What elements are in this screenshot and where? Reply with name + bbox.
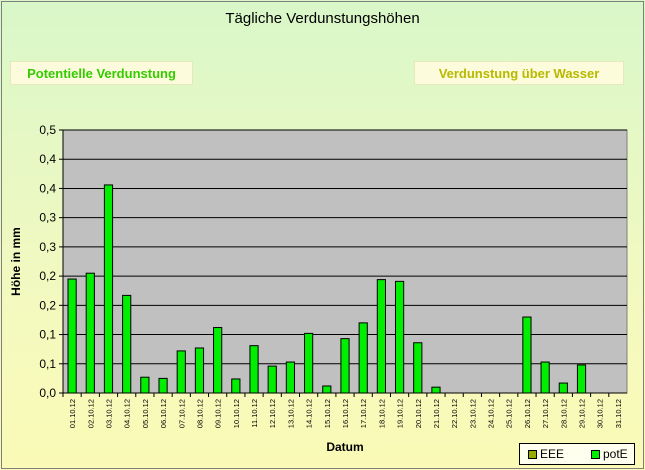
bar-pote <box>249 345 259 394</box>
x-tick-label: 24.10.12 <box>487 399 496 428</box>
y-tick-label: 0,1 <box>39 357 56 371</box>
x-tick-label: 14.10.12 <box>305 399 314 428</box>
bar-pote <box>376 279 386 394</box>
x-tick-label: 17.10.12 <box>359 399 368 428</box>
x-tick-label: 20.10.12 <box>414 399 423 428</box>
bar-pote <box>122 294 132 394</box>
legend-label-eee: EEE <box>540 447 565 461</box>
legend-swatch-pote <box>591 449 600 459</box>
bar-pote <box>394 280 405 394</box>
x-tick-label: 04.10.12 <box>123 399 132 428</box>
y-tick-label: 0,3 <box>39 240 56 254</box>
x-tick-label: 05.10.12 <box>141 399 150 428</box>
x-tick-label: 09.10.12 <box>214 399 223 428</box>
potential-evaporation-button[interactable]: Potentielle Verdunstung <box>10 61 193 85</box>
water-evaporation-button[interactable]: Verdunstung über Wasser <box>414 61 624 85</box>
bar-pote <box>85 272 95 394</box>
legend-item-pote: potE <box>591 447 628 461</box>
x-tick-label: 01.10.12 <box>68 399 77 428</box>
x-tick-label: 19.10.12 <box>396 399 405 428</box>
bar-pote <box>194 347 205 394</box>
y-tick-label: 0,3 <box>39 211 56 225</box>
bar-pote <box>522 316 532 394</box>
bar-pote <box>540 361 550 394</box>
x-tick-label: 21.10.12 <box>432 399 441 428</box>
bar-pote <box>304 332 314 394</box>
bar-pote <box>213 327 223 394</box>
x-tick-label: 11.10.12 <box>250 399 259 428</box>
y-tick-label: 0,2 <box>39 269 56 283</box>
bar-pote <box>431 386 441 394</box>
x-tick-label: 07.10.12 <box>177 399 186 428</box>
x-tick-label: 10.10.12 <box>232 399 241 428</box>
y-axis-label: Höhe in mm <box>9 227 23 296</box>
x-tick-label: 30.10.12 <box>596 399 605 428</box>
bar-pote <box>558 382 568 394</box>
y-tick-label: 0,2 <box>39 298 56 312</box>
bar-pote <box>158 377 168 394</box>
x-tick-label: 29.10.12 <box>578 399 587 428</box>
bar-pote <box>67 278 77 394</box>
bar-pote <box>103 184 114 394</box>
x-tick-label: 03.10.12 <box>104 399 113 428</box>
x-tick-label: 15.10.12 <box>323 399 332 428</box>
bar-pote <box>358 322 368 394</box>
x-tick-label: 02.10.12 <box>86 399 95 428</box>
x-tick-label: 27.10.12 <box>541 399 550 428</box>
chart-title: Tägliche Verdunstungshöhen <box>225 10 420 27</box>
x-tick-label: 25.10.12 <box>505 399 514 428</box>
x-tick-label: 23.10.12 <box>468 399 477 428</box>
x-tick-label: 13.10.12 <box>286 399 295 428</box>
y-tick-label: 0,4 <box>39 152 56 166</box>
y-tick-label: 0,4 <box>39 181 56 195</box>
x-tick-label: 22.10.12 <box>450 399 459 428</box>
legend: EEE potE <box>519 443 635 465</box>
x-tick-label: 28.10.12 <box>559 399 568 428</box>
legend-item-eee: EEE <box>528 447 564 461</box>
legend-label-pote: potE <box>603 447 628 461</box>
x-tick-label: 26.10.12 <box>523 399 532 428</box>
x-tick-label: 16.10.12 <box>341 399 350 428</box>
y-tick-label: 0,5 <box>39 123 56 137</box>
y-tick-label: 0,1 <box>39 328 56 342</box>
x-tick-label: 18.10.12 <box>377 399 386 428</box>
bar-pote <box>285 361 296 394</box>
x-axis-label: Datum <box>326 440 363 454</box>
x-tick-label: 06.10.12 <box>159 399 168 428</box>
y-tick-label: 0,0 <box>39 386 56 400</box>
x-tick-label: 12.10.12 <box>268 399 277 428</box>
x-tick-label: 08.10.12 <box>195 399 204 428</box>
bar-pote <box>576 364 587 394</box>
x-tick-label: 31.10.12 <box>614 399 623 428</box>
bar-pote <box>413 342 423 394</box>
bar-pote <box>140 376 150 394</box>
bar-pote <box>322 385 332 394</box>
bar-pote <box>176 350 186 394</box>
bar-pote <box>231 378 241 394</box>
bar-pote <box>340 338 350 394</box>
legend-swatch-eee <box>528 449 537 459</box>
bar-pote <box>267 365 277 394</box>
